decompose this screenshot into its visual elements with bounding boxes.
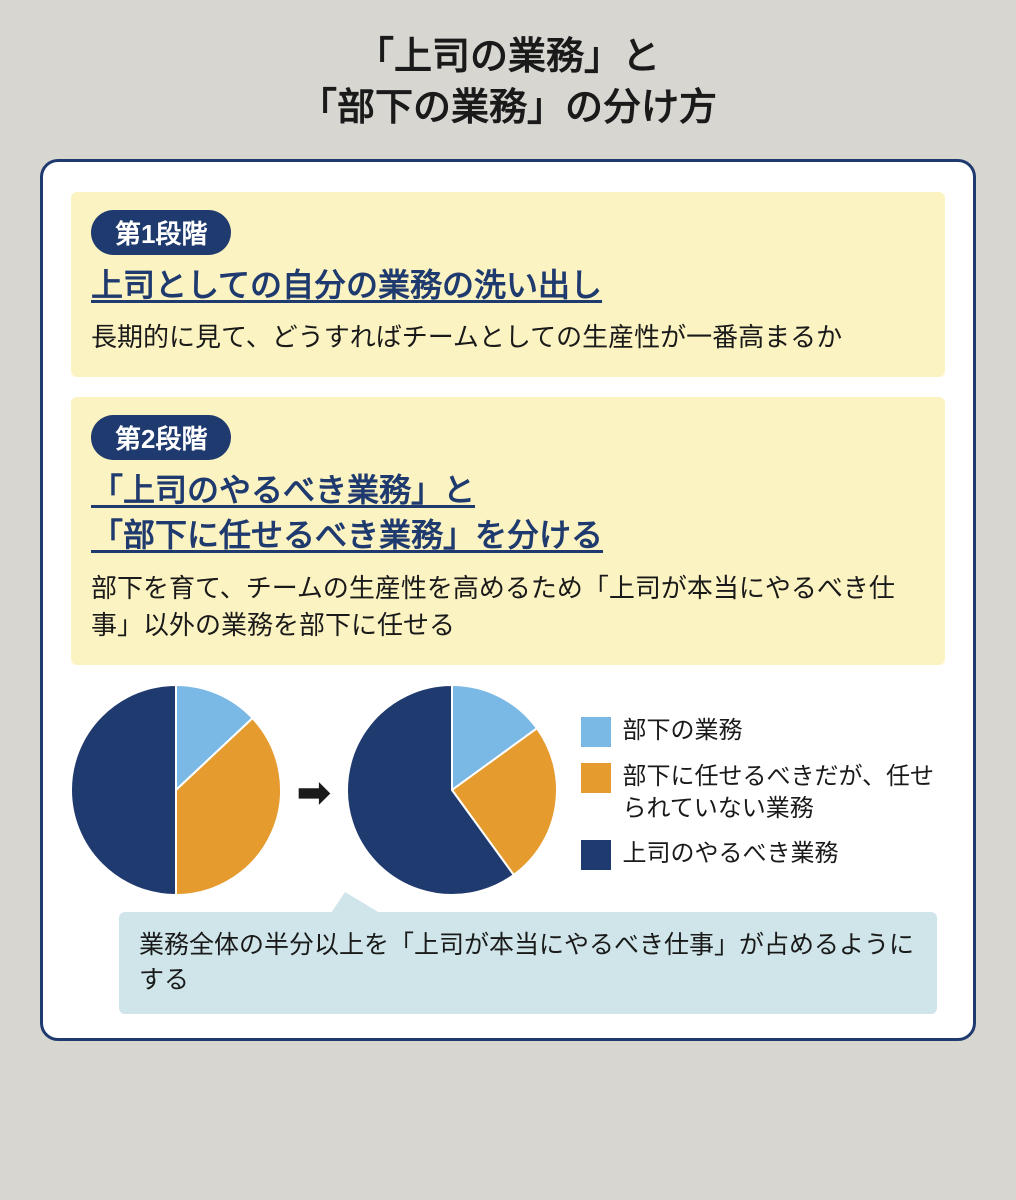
stage-2-desc: 部下を育て、チームの生産性を高めるため「上司が本当にやるべき仕事」以外の業務を部… — [91, 570, 925, 645]
legend-swatch — [581, 717, 611, 747]
stage-2-heading: 「上司のやるべき業務」と 「部下に任せるべき業務」を分ける — [91, 468, 925, 558]
legend-label: 部下に任せるべきだが、任せられていない業務 — [623, 761, 945, 823]
legend: 部下の業務 部下に任せるべきだが、任せられていない業務 上司のやるべき業務 — [573, 715, 945, 869]
callout-wrap: 業務全体の半分以上を「上司が本当にやるべき仕事」が占めるようにする — [119, 912, 937, 1014]
callout-box: 業務全体の半分以上を「上司が本当にやるべき仕事」が占めるようにする — [119, 912, 937, 1014]
stage-2-heading-line2: 「部下に任せるべき業務」を分ける — [91, 517, 603, 553]
page-root: 「上司の業務」と 「部下の業務」の分け方 第1段階 上司としての自分の業務の洗い… — [0, 0, 1016, 1081]
stage-1-desc: 長期的に見て、どうすればチームとしての生産性が一番高まるか — [91, 319, 925, 357]
pie-chart-before — [71, 685, 281, 895]
main-title: 「上司の業務」と 「部下の業務」の分け方 — [40, 32, 976, 135]
stage-1-box: 第1段階 上司としての自分の業務の洗い出し 長期的に見て、どうすればチームとして… — [71, 192, 945, 377]
stage-1-badge: 第1段階 — [91, 210, 231, 255]
arrow-icon: ➡ — [297, 773, 331, 813]
pie-chart-row: ➡ 部下の業務 部下に任せるべきだが、任せられていない業務 上司のやるべき業務 — [71, 685, 945, 900]
content-panel: 第1段階 上司としての自分の業務の洗い出し 長期的に見て、どうすればチームとして… — [40, 159, 976, 1041]
stage-1-heading: 上司としての自分の業務の洗い出し — [91, 263, 925, 308]
legend-label: 部下の業務 — [623, 715, 743, 746]
pie-before-wrap — [71, 685, 281, 900]
title-line-2: 「部下の業務」の分け方 — [299, 87, 717, 129]
callout-tail-icon — [329, 892, 385, 916]
stage-2-box: 第2段階 「上司のやるべき業務」と 「部下に任せるべき業務」を分ける 部下を育て… — [71, 397, 945, 665]
pie-after-wrap — [347, 685, 557, 900]
legend-label: 上司のやるべき業務 — [623, 838, 839, 869]
legend-swatch — [581, 840, 611, 870]
pie-slice-supervisor — [71, 685, 176, 895]
stage-2-badge: 第2段階 — [91, 415, 231, 460]
legend-item-subordinate: 部下の業務 — [581, 715, 945, 747]
stage-2-heading-line1: 「上司のやるべき業務」と — [91, 472, 475, 508]
title-line-1: 「上司の業務」と — [356, 36, 660, 78]
legend-item-supervisor: 上司のやるべき業務 — [581, 838, 945, 870]
pie-chart-after — [347, 685, 557, 895]
legend-item-should-delegate: 部下に任せるべきだが、任せられていない業務 — [581, 761, 945, 823]
legend-swatch — [581, 763, 611, 793]
